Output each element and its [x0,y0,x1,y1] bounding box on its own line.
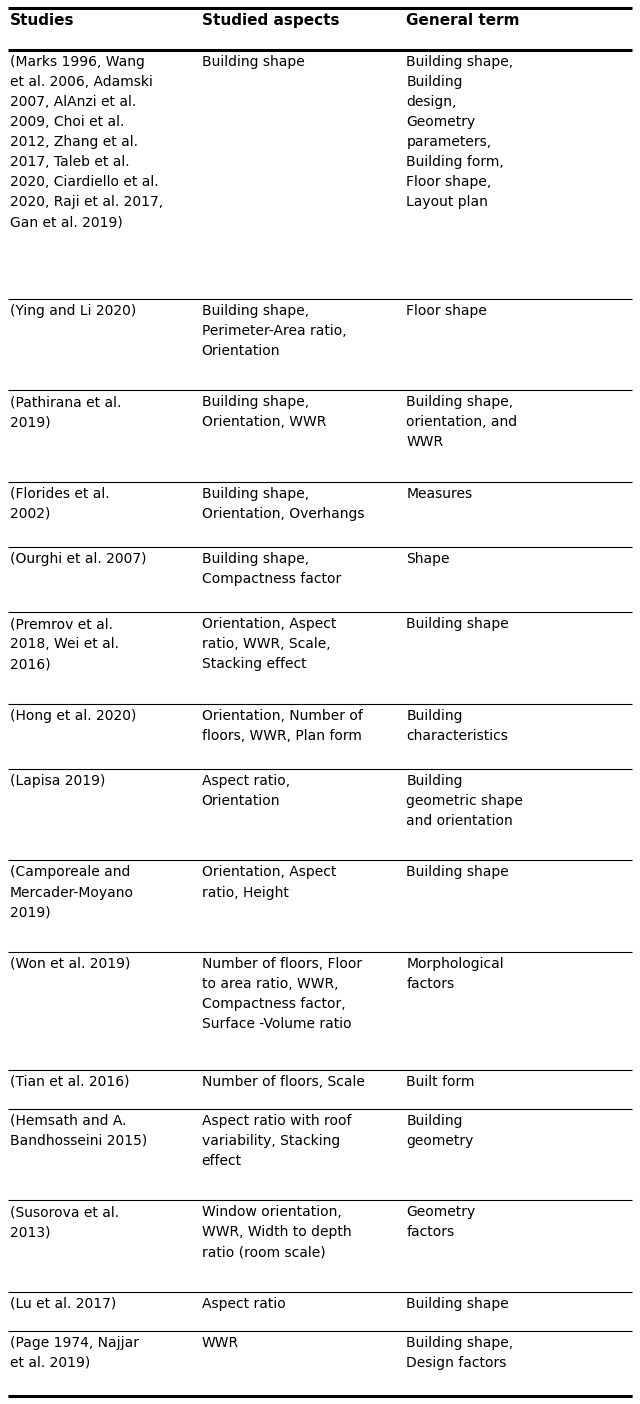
Text: Studied aspects: Studied aspects [202,13,339,28]
Text: (Ourghi et al. 2007): (Ourghi et al. 2007) [10,552,146,566]
Text: Morphological
factors: Morphological factors [406,958,504,991]
Text: Measures: Measures [406,487,472,501]
Text: (Susorova et al.
2013): (Susorova et al. 2013) [10,1205,119,1240]
Text: Building shape: Building shape [406,865,509,879]
Text: Aspect ratio,
Orientation: Aspect ratio, Orientation [202,774,290,809]
Text: (Hong et al. 2020): (Hong et al. 2020) [10,709,136,723]
Text: (Tian et al. 2016): (Tian et al. 2016) [10,1075,129,1088]
Text: Orientation, Aspect
ratio, Height: Orientation, Aspect ratio, Height [202,865,336,900]
Text: Geometry
factors: Geometry factors [406,1205,476,1240]
Text: Building shape,
Orientation, WWR: Building shape, Orientation, WWR [202,395,326,430]
Text: Orientation, Aspect
ratio, WWR, Scale,
Stacking effect: Orientation, Aspect ratio, WWR, Scale, S… [202,618,336,671]
Text: Floor shape: Floor shape [406,303,487,317]
Text: (Ying and Li 2020): (Ying and Li 2020) [10,303,136,317]
Text: Building shape: Building shape [202,55,305,69]
Text: Building shape,
Compactness factor: Building shape, Compactness factor [202,552,341,585]
Text: (Marks 1996, Wang
et al. 2006, Adamski
2007, AlAnzi et al.
2009, Choi et al.
201: (Marks 1996, Wang et al. 2006, Adamski 2… [10,55,163,229]
Text: Studies: Studies [10,13,74,28]
Text: (Won et al. 2019): (Won et al. 2019) [10,958,130,972]
Text: Building
geometry: Building geometry [406,1113,474,1148]
Text: Built form: Built form [406,1075,475,1088]
Text: (Pathirana et al.
2019): (Pathirana et al. 2019) [10,395,121,430]
Text: Building shape,
Design factors: Building shape, Design factors [406,1335,513,1370]
Text: (Florides et al.
2002): (Florides et al. 2002) [10,487,109,521]
Text: Building shape: Building shape [406,618,509,632]
Text: Building shape: Building shape [406,1297,509,1311]
Text: Aspect ratio: Aspect ratio [202,1297,285,1311]
Text: Window orientation,
WWR, Width to depth
ratio (room scale): Window orientation, WWR, Width to depth … [202,1205,351,1259]
Text: (Hemsath and A.
Bandhosseini 2015): (Hemsath and A. Bandhosseini 2015) [10,1113,147,1148]
Text: Aspect ratio with roof
variability, Stacking
effect: Aspect ratio with roof variability, Stac… [202,1113,351,1168]
Text: Shape: Shape [406,552,450,566]
Text: (Premrov et al.
2018, Wei et al.
2016): (Premrov et al. 2018, Wei et al. 2016) [10,618,118,671]
Text: Number of floors, Scale: Number of floors, Scale [202,1075,364,1088]
Text: (Lu et al. 2017): (Lu et al. 2017) [10,1297,116,1311]
Text: WWR: WWR [202,1335,239,1349]
Text: Building shape,
Building
design,
Geometry
parameters,
Building form,
Floor shape: Building shape, Building design, Geometr… [406,55,513,209]
Text: Building
characteristics: Building characteristics [406,709,508,743]
Text: General term: General term [406,13,520,28]
Text: Building shape,
Perimeter-Area ratio,
Orientation: Building shape, Perimeter-Area ratio, Or… [202,303,346,358]
Text: Building shape,
Orientation, Overhangs: Building shape, Orientation, Overhangs [202,487,364,521]
Text: Number of floors, Floor
to area ratio, WWR,
Compactness factor,
Surface -Volume : Number of floors, Floor to area ratio, W… [202,958,362,1031]
Text: Building shape,
orientation, and
WWR: Building shape, orientation, and WWR [406,395,518,449]
Text: (Page 1974, Najjar
et al. 2019): (Page 1974, Najjar et al. 2019) [10,1335,139,1370]
Text: (Camporeale and
Mercader-Moyano
2019): (Camporeale and Mercader-Moyano 2019) [10,865,134,920]
Text: Orientation, Number of
floors, WWR, Plan form: Orientation, Number of floors, WWR, Plan… [202,709,362,743]
Text: (Lapisa 2019): (Lapisa 2019) [10,774,105,788]
Text: Building
geometric shape
and orientation: Building geometric shape and orientation [406,774,524,828]
